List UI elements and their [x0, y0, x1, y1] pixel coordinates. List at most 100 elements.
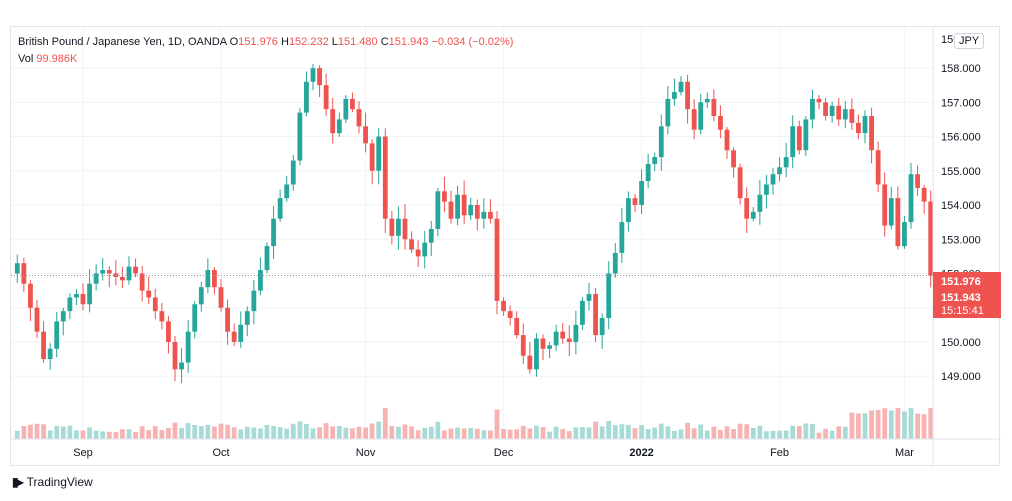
candle-body: [212, 270, 217, 288]
candle-body: [396, 218, 401, 236]
legend-change: −0.034 (−0.02%): [431, 36, 514, 48]
candle-body: [856, 122, 861, 134]
candle-body: [514, 317, 520, 336]
candle-body: [343, 98, 349, 120]
candle-body: [672, 92, 677, 99]
candle-body: [685, 81, 690, 110]
volume-bar: [113, 431, 119, 439]
volume-bar: [146, 430, 152, 439]
volume-bar: [133, 431, 138, 439]
volume-bar: [672, 430, 677, 439]
candle-body: [816, 98, 822, 103]
candle-body: [790, 126, 796, 158]
candle-body: [796, 126, 802, 151]
volume-bar: [724, 426, 730, 439]
candle-body: [494, 218, 500, 301]
legend-open-value: 151.976: [238, 36, 278, 48]
candle-body: [146, 290, 152, 298]
volume-bar: [428, 426, 434, 439]
candle-body: [258, 270, 263, 291]
candle-body: [711, 98, 717, 117]
candle-body: [606, 273, 612, 318]
volume-bar: [586, 427, 592, 439]
candle-body: [166, 321, 171, 342]
volume-bar: [41, 424, 46, 439]
candle-body: [619, 222, 625, 253]
candle-body: [586, 294, 592, 301]
candle-body: [461, 194, 467, 216]
volume-bar: [599, 426, 605, 439]
volume-bar: [47, 430, 53, 439]
candle-body: [764, 184, 769, 195]
volume-bar: [369, 423, 375, 439]
candle-body: [626, 198, 631, 223]
candle-body: [244, 311, 250, 325]
candle-body: [271, 218, 276, 247]
volume-bar: [928, 408, 934, 439]
legend-high-value: 152.232: [288, 36, 329, 48]
candle-body: [238, 324, 244, 342]
candle-body: [382, 136, 388, 219]
candle-body: [869, 116, 874, 151]
volume-bar: [474, 428, 480, 439]
currency-button[interactable]: JPY: [954, 33, 985, 49]
candle-body: [409, 239, 414, 250]
volume-bar: [888, 410, 894, 439]
close-price-tag: [933, 288, 1001, 318]
volume-bar: [205, 424, 211, 439]
volume-bar: [750, 427, 756, 439]
candle-body: [126, 266, 132, 281]
volume-bar: [74, 430, 79, 439]
candle-body: [810, 98, 815, 120]
volume-bar: [317, 427, 322, 439]
candle-body: [231, 331, 237, 342]
volume-bar: [593, 421, 598, 439]
volume-bar: [271, 426, 276, 439]
volume-bar: [718, 429, 723, 439]
candle-body: [823, 102, 828, 117]
volume-bar: [231, 427, 237, 439]
volume-bar: [435, 421, 441, 439]
candle-body: [862, 116, 868, 134]
volume-bar: [54, 425, 60, 439]
volume-bar: [534, 425, 539, 439]
volume-bar: [80, 430, 86, 439]
candle-body: [757, 194, 763, 212]
vol-value: 99.986K: [36, 53, 78, 65]
candle-body: [60, 311, 66, 322]
price-chart[interactable]: 149.000150.000151.000152.000153.000154.0…: [11, 27, 1001, 467]
volume-bar: [389, 425, 395, 439]
candle-body: [264, 246, 270, 271]
vol-label: Vol: [18, 53, 34, 65]
volume-bar: [494, 409, 500, 439]
price-tick-label: 158.000: [941, 63, 981, 75]
volume-bar: [527, 428, 533, 439]
volume-bar: [547, 431, 552, 439]
candle-body: [540, 338, 546, 349]
volume-bar: [580, 427, 585, 439]
candle-body: [54, 321, 60, 349]
candle-body: [435, 191, 441, 229]
candle-body: [737, 167, 743, 199]
volume-bar: [507, 429, 513, 439]
volume-bar: [770, 430, 776, 439]
volume-bar: [442, 430, 447, 439]
candle-body: [652, 157, 658, 164]
volume-bar: [902, 411, 907, 439]
candle-body: [803, 119, 809, 151]
candle-body: [842, 109, 848, 120]
candle-body: [888, 198, 894, 226]
candle-body: [895, 198, 901, 247]
candle-body: [402, 218, 408, 240]
candle-body: [783, 157, 789, 168]
candle-body: [455, 194, 460, 219]
close-price-label: 151.943: [941, 292, 981, 304]
legend-high-label: H: [280, 36, 289, 48]
candle-body: [133, 266, 138, 274]
volume-bar: [356, 426, 362, 439]
candle-body: [323, 85, 329, 110]
tradingview-brand[interactable]: ▮▸ TradingView: [12, 475, 93, 489]
chart-pane[interactable]: 149.000150.000151.000152.000153.000154.0…: [10, 26, 1001, 467]
candle-body: [474, 205, 480, 219]
candle-body: [481, 211, 487, 219]
